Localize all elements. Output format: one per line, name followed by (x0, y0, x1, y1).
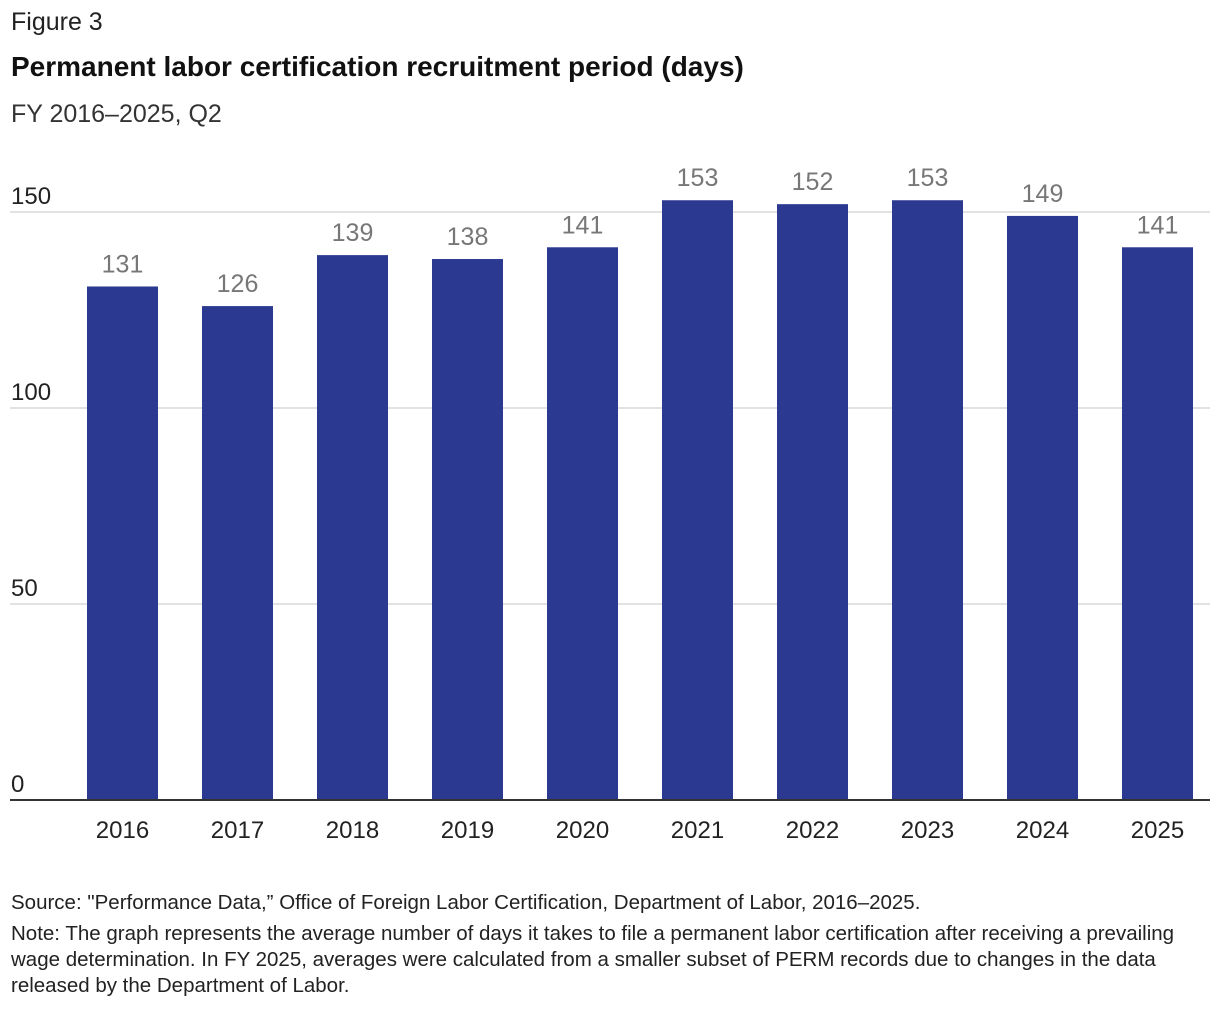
y-axis-ticks: 0 50 100 150 (11, 183, 51, 798)
x-tick-label-2019: 2019 (441, 817, 494, 844)
bar-2025 (1122, 247, 1193, 800)
bar-2020 (547, 247, 618, 800)
bar-2019 (432, 259, 503, 800)
data-label-2025: 141 (1137, 211, 1179, 239)
data-label-2016: 131 (102, 250, 144, 278)
data-label-2020: 141 (562, 211, 604, 239)
data-label-2021: 153 (677, 164, 719, 192)
bar-2022 (777, 204, 848, 800)
x-tick-label-2017: 2017 (211, 817, 264, 844)
bar-chart: 131 126 139 138 141 153 152 153 149 141 0 50 100 150… (10, 164, 1210, 844)
bar-2021 (662, 200, 733, 801)
figure-label: Figure 3 (11, 8, 103, 36)
data-label-2024: 149 (1022, 180, 1064, 208)
chart-subtitle: FY 2016–2025, Q2 (11, 100, 222, 128)
source-note: Source: "Performance Data,” Office of Fo… (11, 891, 921, 914)
data-labels: 131 126 139 138 141 153 152 153 149 141 (102, 164, 1179, 298)
x-tick-label-2020: 2020 (556, 817, 609, 844)
bar-2024 (1007, 215, 1078, 801)
footnote: Note: The graph represents the average n… (11, 922, 1175, 997)
x-tick-label-2022: 2022 (786, 817, 839, 844)
bar-2023 (892, 200, 963, 801)
data-label-2023: 153 (907, 164, 949, 192)
x-tick-label-2023: 2023 (901, 817, 954, 844)
chart-title: Permanent labor certification recruitmen… (11, 51, 744, 82)
x-tick-label-2024: 2024 (1016, 817, 1069, 844)
x-tick-label-2025: 2025 (1131, 817, 1184, 844)
y-tick-label: 150 (11, 183, 51, 210)
data-label-2022: 152 (792, 168, 834, 196)
x-tick-label-2018: 2018 (326, 817, 379, 844)
x-axis-ticks: 2016 2017 2018 2019 2020 2021 2022 2023 2024 2025 (96, 817, 1184, 844)
bar-2017 (202, 306, 273, 800)
data-label-2018: 139 (332, 219, 374, 247)
x-tick-label-2016: 2016 (96, 817, 149, 844)
y-tick-label: 100 (11, 379, 51, 406)
data-label-2017: 126 (217, 270, 259, 298)
y-tick-label: 50 (11, 575, 38, 602)
bar-2016 (87, 286, 158, 800)
x-tick-label-2021: 2021 (671, 817, 724, 844)
data-label-2019: 138 (447, 223, 489, 251)
bar-2018 (317, 255, 388, 800)
y-tick-label: 0 (11, 771, 24, 798)
bars (87, 200, 1193, 801)
